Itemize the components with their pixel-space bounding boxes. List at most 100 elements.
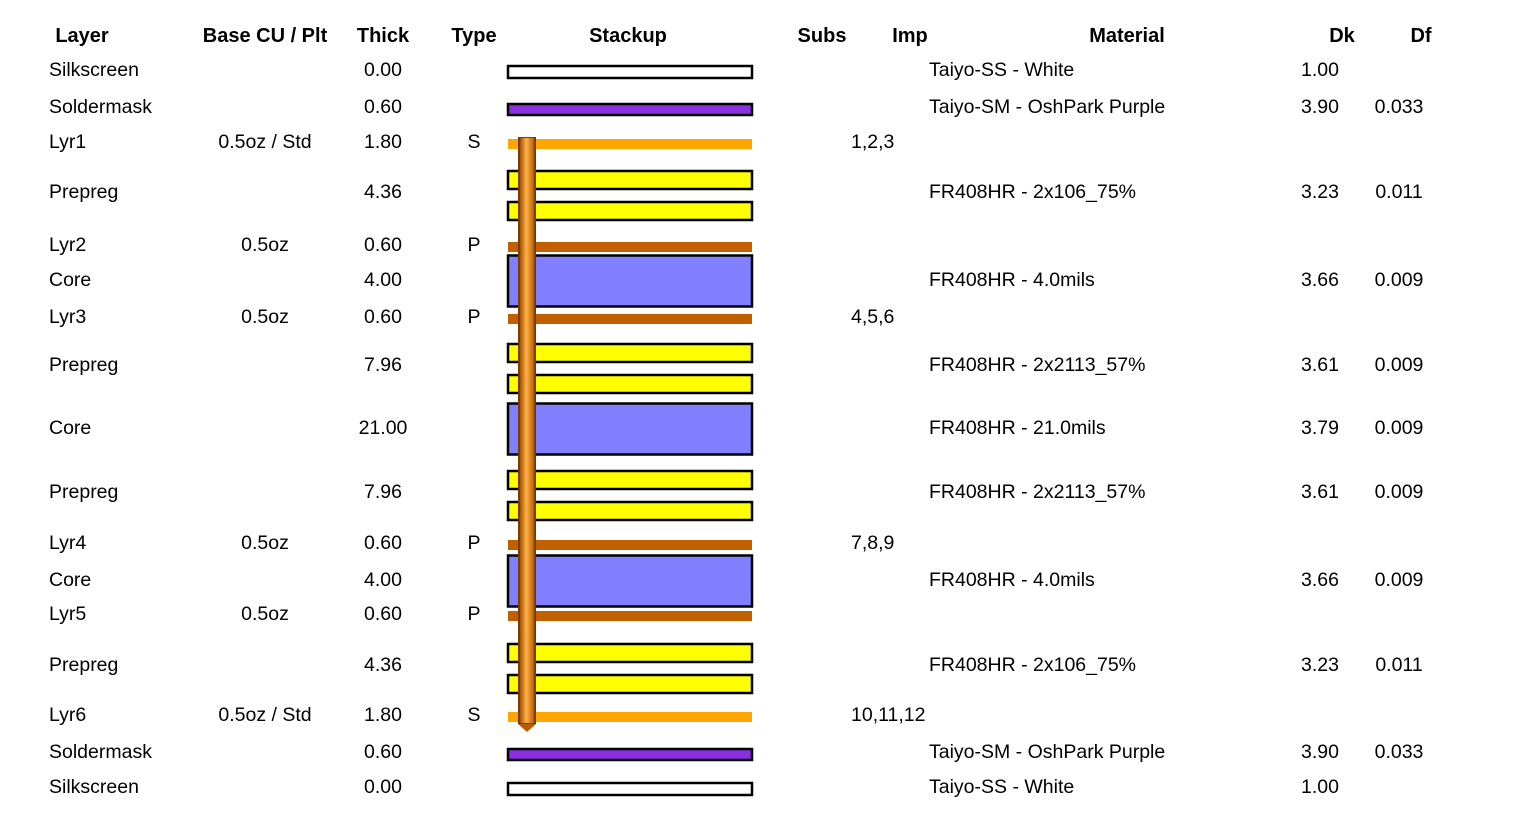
lyr5-layer-cell: Lyr5 [49, 603, 87, 625]
core-3-core-box [506, 554, 754, 608]
lyr4-imp-cell: 7,8,9 [851, 532, 895, 554]
lyr4-copper-bar [508, 540, 752, 550]
prepreg-2-stack-layer [506, 342, 754, 395]
lyr6-cu-cell: 0.5oz / Std [218, 704, 312, 726]
lyr3-copper-bar [508, 314, 752, 324]
mask-bot-dk-cell: 3.90 [1301, 741, 1339, 763]
prepreg-3-thick-cell: 7.96 [364, 481, 402, 503]
lyr3-type-cell: P [467, 306, 481, 328]
prepreg-4-stack-layer [506, 642, 754, 695]
prepreg-4-ply-1 [506, 642, 754, 664]
lyr6-type-cell: S [467, 704, 481, 726]
header-thick: Thick [356, 25, 410, 47]
lyr2-type-cell: P [467, 234, 481, 256]
prepreg-1-df-cell: 0.011 [1375, 181, 1423, 203]
lyr6-imp-cell: 10,11,12 [851, 704, 926, 726]
header-type: Type [451, 25, 497, 47]
core-2-layer-cell: Core [49, 417, 92, 439]
prepreg-2-thick-cell: 7.96 [364, 354, 402, 376]
mask-bot-stack-layer [506, 747, 754, 762]
prepreg-4-layer-cell: Prepreg [49, 654, 119, 676]
lyr3-cu-cell: 0.5oz [241, 306, 289, 328]
lyr4-thick-cell: 0.60 [364, 532, 402, 554]
silk-top-stack-layer [506, 64, 754, 80]
prepreg-2-layer-cell: Prepreg [49, 354, 119, 376]
prepreg-3-ply-1 [506, 469, 754, 491]
lyr6-copper-bar [508, 712, 752, 722]
lyr3-layer-cell: Lyr3 [49, 306, 87, 328]
via-barrel-fill [520, 138, 534, 723]
header-layer: Layer [55, 25, 109, 47]
mask-bot-df-cell: 0.033 [1374, 741, 1424, 763]
prepreg-3-dk-cell: 3.61 [1301, 481, 1339, 503]
prepreg-1-material-cell: FR408HR - 2x106_75% [929, 181, 1137, 203]
mask-bot-material-cell: Taiyo-SM - OshPark Purple [929, 741, 1166, 763]
core-2-thick-cell: 21.00 [358, 417, 408, 439]
header-material: Material [1089, 25, 1165, 47]
prepreg-4-ply-2 [506, 673, 754, 695]
prepreg-3-layer-cell: Prepreg [49, 481, 119, 503]
mask-top-material-cell: Taiyo-SM - OshPark Purple [929, 96, 1166, 118]
silk-top-dk-cell: 1.00 [1301, 59, 1339, 81]
lyr1-layer-cell: Lyr1 [49, 131, 87, 153]
lyr1-stack-layer [508, 139, 752, 149]
core-1-dk-cell: 3.66 [1301, 269, 1339, 291]
prepreg-4-material-cell: FR408HR - 2x106_75% [929, 654, 1137, 676]
prepreg-1-ply-2 [506, 200, 754, 222]
silk-bot-silk-bar [506, 781, 754, 797]
core-3-df-cell: 0.009 [1374, 569, 1424, 591]
mask-top-df-cell: 0.033 [1374, 96, 1424, 118]
lyr1-type-cell: S [467, 131, 481, 153]
silk-bot-thick-cell: 0.00 [364, 776, 402, 798]
header-base-cu: Base CU / Plt [202, 25, 328, 47]
mask-top-dk-cell: 3.90 [1301, 96, 1339, 118]
lyr5-thick-cell: 0.60 [364, 603, 402, 625]
silk-bot-layer-cell: Silkscreen [49, 776, 139, 798]
header-stackup: Stackup [589, 25, 667, 47]
lyr4-cu-cell: 0.5oz [241, 532, 289, 554]
lyr2-stack-layer [508, 242, 752, 252]
mask-top-stack-layer [506, 102, 754, 117]
core-3-dk-cell: 3.66 [1301, 569, 1339, 591]
prepreg-3-material-cell: FR408HR - 2x2113_57% [929, 481, 1146, 503]
prepreg-2-df-cell: 0.009 [1374, 354, 1424, 376]
lyr1-cu-cell: 0.5oz / Std [218, 131, 312, 153]
lyr2-thick-cell: 0.60 [364, 234, 402, 256]
prepreg-2-dk-cell: 3.61 [1301, 354, 1339, 376]
lyr5-stack-layer [508, 611, 752, 621]
prepreg-3-stack-layer [506, 469, 754, 522]
silk-top-thick-cell: 0.00 [364, 59, 402, 81]
lyr1-thick-cell: 1.80 [364, 131, 402, 153]
core-1-thick-cell: 4.00 [364, 269, 402, 291]
core-2-dk-cell: 3.79 [1301, 417, 1339, 439]
lyr3-imp-cell: 4,5,6 [851, 306, 895, 328]
lyr6-stack-layer [508, 712, 752, 722]
lyr1-copper-bar [508, 139, 752, 149]
core-3-layer-cell: Core [49, 569, 92, 591]
lyr4-type-cell: P [467, 532, 481, 554]
header-df: Df [1410, 25, 1432, 47]
prepreg-3-ply-2 [506, 500, 754, 522]
lyr5-cu-cell: 0.5oz [241, 603, 289, 625]
prepreg-1-stack-layer [506, 169, 754, 222]
lyr5-type-cell: P [467, 603, 481, 625]
prepreg-1-dk-cell: 3.23 [1301, 181, 1339, 203]
mask-top-thick-cell: 0.60 [364, 96, 402, 118]
lyr2-cu-cell: 0.5oz [241, 234, 289, 256]
core-2-core-box [506, 402, 754, 456]
core-2-material-cell: FR408HR - 21.0mils [929, 417, 1106, 439]
prepreg-1-thick-cell: 4.36 [364, 181, 402, 203]
header-dk: Dk [1329, 25, 1355, 47]
prepreg-1-ply-1 [506, 169, 754, 191]
lyr6-thick-cell: 1.80 [364, 704, 402, 726]
silk-bot-stack-layer [506, 781, 754, 797]
lyr3-stack-layer [508, 314, 752, 324]
mask-bot-thick-cell: 0.60 [364, 741, 402, 763]
prepreg-2-ply-1 [506, 342, 754, 364]
mask-top-mask-bar [506, 102, 754, 117]
prepreg-4-dk-cell: 3.23 [1301, 654, 1339, 676]
via-tip [518, 724, 536, 732]
core-3-thick-cell: 4.00 [364, 569, 402, 591]
